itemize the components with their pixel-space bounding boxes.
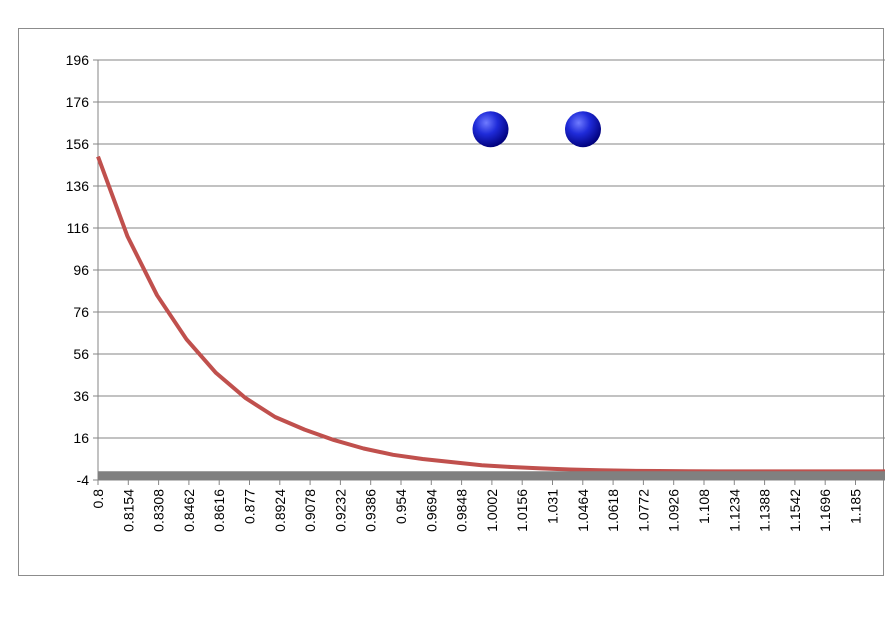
x-tick-label: 1.0464 (575, 489, 591, 532)
x-tick-label: 1.1696 (817, 489, 833, 532)
y-tick-label: 116 (67, 220, 90, 236)
y-tick-label: 176 (66, 94, 90, 110)
x-axis-tick-labels: 0.8 0.8154 0.8308 0.8462 0.8616 0.877 0.8924 0.… (90, 489, 863, 532)
y-axis-tick-labels: 196 176 156 136 116 96 76 56 36 16 -4 (66, 52, 90, 488)
scatter-point-ball (472, 111, 509, 148)
x-tick-label: 0.9232 (332, 489, 348, 532)
x-tick-label: 0.9386 (363, 489, 379, 532)
x-tick-label: 1.1542 (787, 489, 803, 532)
y-tick-label: 136 (66, 178, 90, 194)
y-tick-label: 56 (73, 346, 89, 362)
x-tick-label: 0.8924 (272, 489, 288, 532)
x-tick-label: 1.0926 (666, 489, 682, 532)
x-tick-label: 1.0618 (605, 489, 621, 532)
x-tick-label: 0.8462 (181, 489, 197, 532)
x-tick-label: 0.8154 (120, 489, 136, 532)
y-tick-label: 76 (73, 304, 89, 320)
x-tick-label: 0.8 (90, 489, 106, 509)
x-tick-label: 1.031 (544, 489, 560, 524)
x-tick-label: 1.1234 (726, 489, 742, 532)
scatter-point-ball (564, 111, 601, 148)
x-tick-label: 1.0772 (635, 489, 651, 532)
x-tick-label: 0.8616 (211, 489, 227, 532)
y-tick-label: 96 (73, 262, 89, 278)
x-tick-label: 0.9848 (454, 489, 470, 532)
x-tick-label: 1.0002 (484, 489, 500, 532)
x-tick-label: 1.0156 (514, 489, 530, 532)
x-tick-label: 1.1388 (757, 489, 773, 532)
x-tick-label: 0.9078 (302, 489, 318, 532)
x-tick-label: 0.9694 (423, 489, 439, 532)
y-tick-label: 36 (73, 388, 89, 404)
x-tick-label: 0.954 (393, 489, 409, 524)
y-tick-label: 16 (73, 430, 89, 446)
decay-curve-series-line (96, 155, 885, 474)
y-tick-label: 156 (66, 136, 90, 152)
x-tick-label: 0.8308 (151, 489, 167, 532)
chart-frame: 196 176 156 136 116 96 76 56 36 16 -4 0.8 0.8154 0.8… (18, 28, 885, 576)
x-tick-label: 0.877 (241, 489, 257, 524)
y-tick-label: 196 (66, 52, 90, 68)
y-tick-label: -4 (77, 472, 90, 488)
series-layer (96, 111, 885, 481)
x-tick-label: 1.185 (847, 489, 863, 524)
x-tick-label: 1.108 (696, 489, 712, 524)
